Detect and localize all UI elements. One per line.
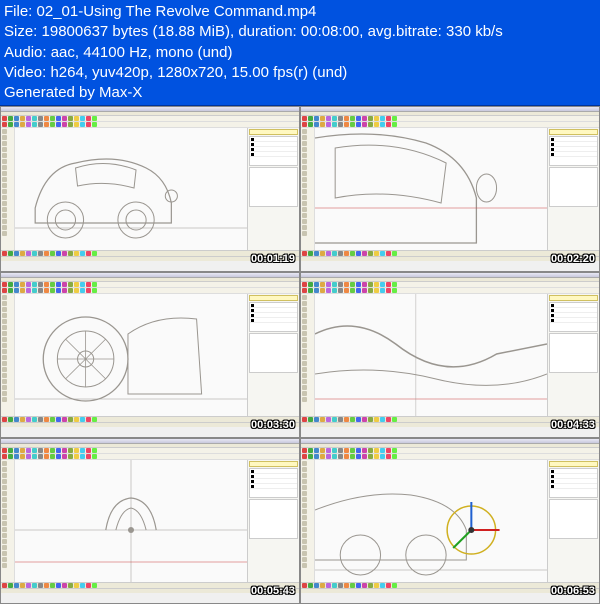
video-thumbnail: 00:06:53 — [300, 438, 600, 604]
tool-palette — [301, 460, 315, 582]
modeling-viewport — [15, 128, 247, 250]
layers-list — [249, 136, 298, 166]
generated-by: Generated by Max-X — [4, 83, 596, 103]
properties-box — [549, 167, 598, 207]
thumbnail-grid: 00:01:19 00:02:20 — [0, 106, 600, 604]
properties-box — [549, 333, 598, 373]
timestamp-overlay: 00:06:53 — [551, 585, 595, 597]
timestamp-overlay: 00:04:33 — [551, 419, 595, 431]
panel-tab — [249, 295, 298, 301]
file-name: 02_01-Using The Revolve Command.mp4 — [37, 3, 317, 20]
properties-panel — [247, 128, 299, 250]
tool-palette — [301, 128, 315, 250]
timestamp-overlay: 00:01:19 — [251, 253, 295, 265]
timestamp-overlay: 00:05:43 — [251, 585, 295, 597]
layers-list — [549, 136, 598, 166]
properties-panel — [247, 294, 299, 416]
tool-palette — [1, 460, 15, 582]
layers-list — [249, 302, 298, 332]
timestamp-overlay: 00:02:20 — [551, 253, 595, 265]
properties-panel — [547, 128, 599, 250]
properties-panel — [547, 294, 599, 416]
layers-list — [549, 302, 598, 332]
properties-box — [249, 333, 298, 373]
properties-box — [249, 499, 298, 539]
media-info-header: File: 02_01-Using The Revolve Command.mp… — [0, 0, 600, 106]
video-thumbnail: 00:03:30 — [0, 272, 300, 438]
video-thumbnail: 00:02:20 — [300, 106, 600, 272]
modeling-viewport — [15, 460, 247, 582]
panel-tab — [549, 129, 598, 135]
properties-panel — [547, 460, 599, 582]
modeling-viewport — [15, 294, 247, 416]
modeling-viewport — [315, 460, 547, 582]
video-thumbnail: 00:05:43 — [0, 438, 300, 604]
modeling-viewport — [315, 294, 547, 416]
panel-tab — [249, 129, 298, 135]
tool-palette — [1, 294, 15, 416]
layers-list — [249, 468, 298, 498]
panel-tab — [549, 461, 598, 467]
properties-box — [549, 499, 598, 539]
modeling-viewport — [315, 128, 547, 250]
properties-panel — [247, 460, 299, 582]
tool-palette — [301, 294, 315, 416]
tool-palette — [1, 128, 15, 250]
video-thumbnail: 00:04:33 — [300, 272, 600, 438]
video-thumbnail: 00:01:19 — [0, 106, 300, 272]
properties-box — [249, 167, 298, 207]
layers-list — [549, 468, 598, 498]
panel-tab — [249, 461, 298, 467]
panel-tab — [549, 295, 598, 301]
timestamp-overlay: 00:03:30 — [251, 419, 295, 431]
